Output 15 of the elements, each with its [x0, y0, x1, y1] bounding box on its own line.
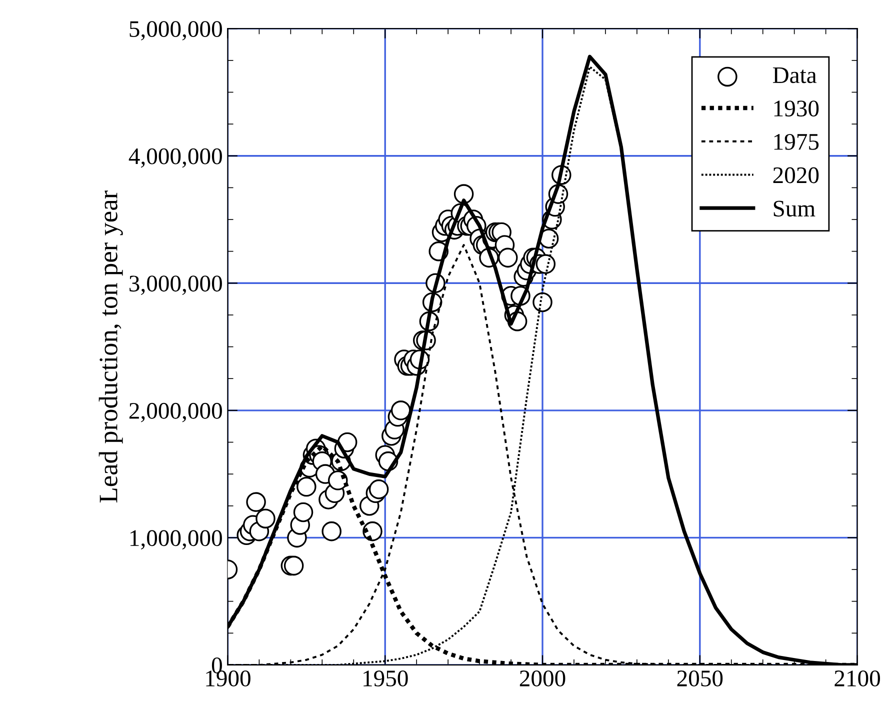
y-tick-label: 2,000,000	[129, 402, 222, 422]
x-tick-label: 2050	[677, 670, 723, 686]
y-tick-label: 4,000,000	[128, 148, 222, 168]
y-tick-label: 3,000,000	[130, 276, 222, 295]
legend-label: Sum	[774, 200, 816, 217]
x-tick-label: 2000	[520, 670, 566, 686]
x-tick-label: 1950	[364, 670, 408, 686]
legend-label: 2020	[773, 167, 819, 184]
y-tick-label: 5,000,000	[130, 21, 222, 40]
legend-label: 1975	[774, 134, 819, 150]
legend-label: 1930	[774, 100, 819, 116]
y-tick-label: 1,000,000	[130, 530, 222, 550]
x-tick-label: 2100	[834, 670, 880, 686]
legend-label: Data	[772, 67, 817, 84]
y-axis-title: Lead production, ton per year	[98, 190, 123, 502]
